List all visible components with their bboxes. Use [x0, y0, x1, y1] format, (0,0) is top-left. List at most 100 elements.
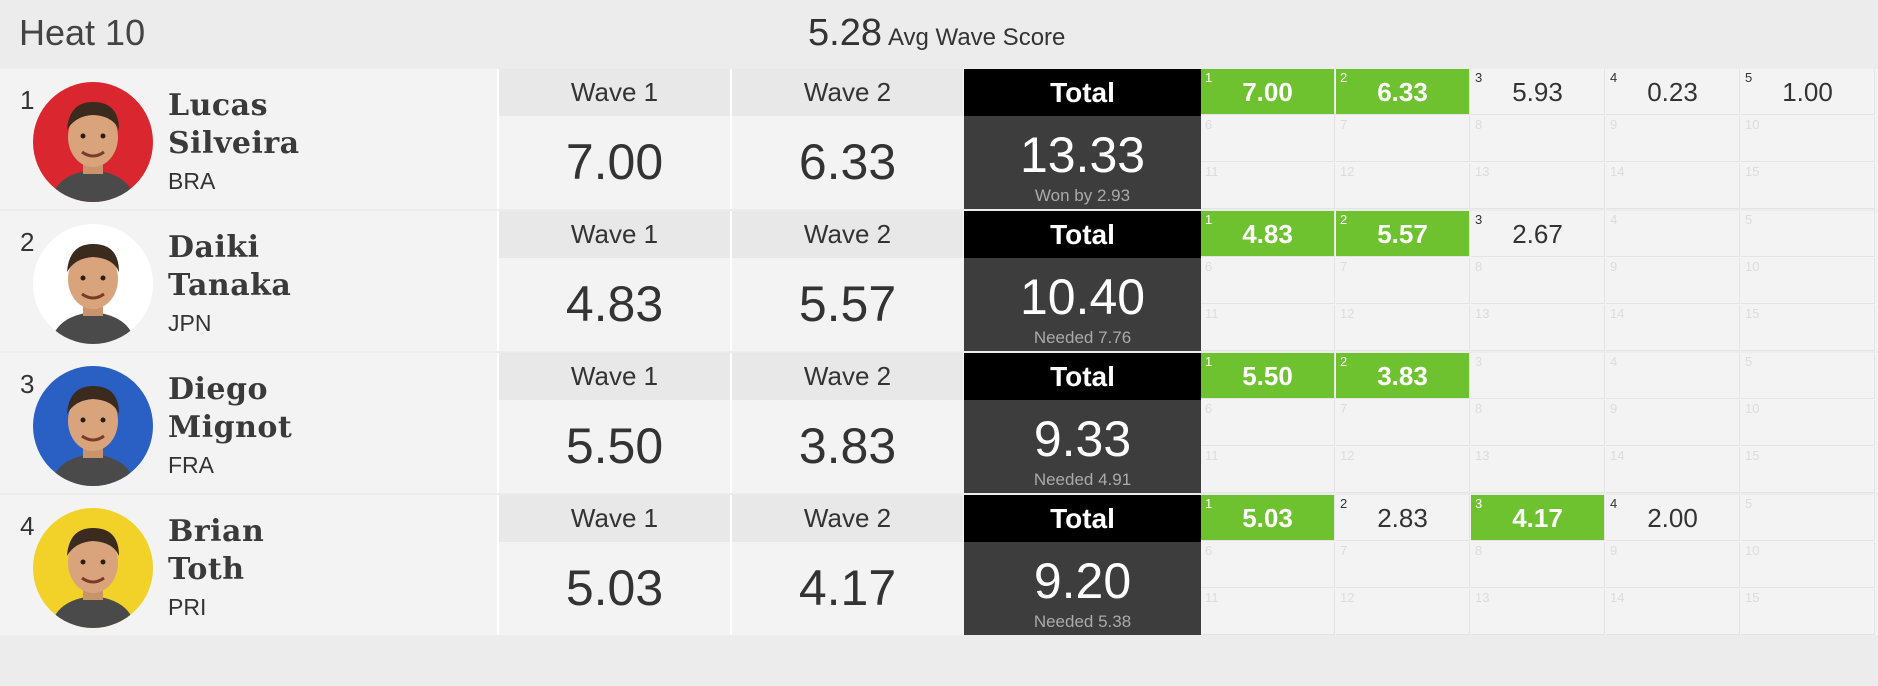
- wave-cell-empty: 4: [1606, 211, 1740, 257]
- surfer-row[interactable]: 2 Daiki Tanaka JPN Wave 1 4.83 Wave 2 5.57 Total…: [0, 211, 1878, 351]
- wave-1-header: Wave 1: [499, 69, 730, 116]
- avatar: [33, 82, 153, 202]
- surfer-first-name: Daiki: [168, 230, 260, 265]
- surfer-portrait-icon: [33, 82, 153, 202]
- wave-cell[interactable]: 3 4.17: [1471, 495, 1605, 541]
- wave-cell-score: 0.23: [1647, 77, 1698, 107]
- wave-number: 1: [1205, 70, 1213, 85]
- wave-1-column: Wave 1 5.03: [499, 495, 732, 635]
- wave-2-header: Wave 2: [732, 353, 963, 400]
- wave-cell-empty: 6: [1201, 116, 1335, 162]
- wave-grid: 1 7.00 2 6.33 3 5.93 4 0.23 5 1.00 6 7 8 9 10 11 12 13 14 1…: [1201, 69, 1878, 209]
- wave-cell[interactable]: 3 2.67: [1471, 211, 1605, 257]
- wave-number: 7: [1340, 543, 1348, 558]
- wave-number: 1: [1205, 212, 1213, 227]
- wave-cell-empty: 5: [1741, 211, 1875, 257]
- avg-wave-score-value: 5.28: [808, 12, 882, 54]
- surfer-last-name: Mignot: [168, 410, 293, 445]
- surfer-country: PRI: [168, 594, 207, 620]
- wave-cell[interactable]: 4 2.00: [1606, 495, 1740, 541]
- surfer-country: FRA: [168, 452, 214, 478]
- wave-cell[interactable]: 2 2.83: [1336, 495, 1470, 541]
- total-note: Won by 2.93: [1034, 186, 1131, 205]
- wave-cell-score: 4.17: [1512, 503, 1563, 533]
- wave-number: 2: [1340, 496, 1348, 511]
- wave-number: 9: [1610, 117, 1618, 132]
- wave-1-header: Wave 1: [499, 495, 730, 542]
- wave-cell-empty: 14: [1606, 163, 1740, 209]
- wave-number: 6: [1205, 259, 1213, 274]
- wave-number: 13: [1475, 306, 1490, 321]
- rank: 2: [20, 227, 35, 257]
- wave-number: 10: [1745, 117, 1760, 132]
- wave-cell[interactable]: 3 5.93: [1471, 69, 1605, 115]
- wave-cell-empty: 14: [1606, 305, 1740, 351]
- wave-number: 15: [1745, 590, 1760, 605]
- wave-1-header: Wave 1: [499, 353, 730, 400]
- wave-cell-empty: 4: [1606, 353, 1740, 399]
- wave-cell-empty: 3: [1471, 353, 1605, 399]
- wave-number: 6: [1205, 543, 1213, 558]
- wave-cell-score: 5.93: [1512, 77, 1563, 107]
- wave-number: 5: [1745, 70, 1753, 85]
- wave-number: 1: [1205, 354, 1213, 369]
- wave-cell-empty: 12: [1336, 163, 1470, 209]
- wave-cell-empty: 14: [1606, 589, 1740, 635]
- wave-cell-empty: 15: [1741, 589, 1875, 635]
- surfer-portrait-icon: [33, 224, 153, 344]
- wave-cell[interactable]: 1 5.50: [1201, 353, 1335, 399]
- wave-cell-empty: 8: [1471, 116, 1605, 162]
- wave-number: 5: [1745, 354, 1753, 369]
- surfer-row[interactable]: 3 Diego Mignot FRA Wave 1 5.50 Wave 2 3.83 Total…: [0, 353, 1878, 493]
- surfer-portrait-icon: [33, 508, 153, 628]
- wave-number: 7: [1340, 117, 1348, 132]
- wave-number: 4: [1610, 354, 1618, 369]
- surfer-info: 2 Daiki Tanaka JPN: [0, 211, 499, 351]
- wave-cell-score: 2.00: [1647, 503, 1698, 533]
- wave-cell[interactable]: 2 5.57: [1336, 211, 1470, 257]
- wave-cell-empty: 10: [1741, 258, 1875, 304]
- total-column: Total 10.40 Needed 7.76: [964, 211, 1201, 351]
- wave-1-score: 5.50: [565, 418, 664, 474]
- wave-number: 2: [1340, 70, 1348, 85]
- wave-cell-empty: 7: [1336, 400, 1470, 446]
- heat-title: Heat 10: [19, 12, 146, 53]
- wave-cell[interactable]: 2 3.83: [1336, 353, 1470, 399]
- wave-number: 2: [1340, 354, 1348, 369]
- wave-cell[interactable]: 5 1.00: [1741, 69, 1875, 115]
- surfer-first-name: Brian: [168, 514, 265, 549]
- rank: 1: [20, 85, 35, 115]
- footer-area: [0, 637, 1878, 686]
- surfer-row[interactable]: 1 Lucas Silveira BRA Wave 1 7.00 Wave 2 6.33 Tot…: [0, 69, 1878, 209]
- wave-cell[interactable]: 1 5.03: [1201, 495, 1335, 541]
- wave-cell[interactable]: 2 6.33: [1336, 69, 1470, 115]
- wave-cell-empty: 6: [1201, 258, 1335, 304]
- surfer-country: JPN: [168, 310, 212, 336]
- wave-cell-empty: 15: [1741, 163, 1875, 209]
- wave-number: 5: [1745, 496, 1753, 511]
- wave-number: 6: [1205, 401, 1213, 416]
- wave-cell-score: 5.57: [1377, 219, 1428, 249]
- wave-number: 12: [1340, 306, 1355, 321]
- surfer-name: Brian Toth: [168, 513, 264, 589]
- wave-cell[interactable]: 4 0.23: [1606, 69, 1740, 115]
- surfer-name: Daiki Tanaka: [168, 229, 291, 305]
- wave-number: 14: [1610, 164, 1625, 179]
- surfer-row[interactable]: 4 Brian Toth PRI Wave 1 5.03 Wave 2 4.17 Total 9.…: [0, 495, 1878, 635]
- surfer-last-name: Silveira: [168, 126, 300, 161]
- total-header: Total: [964, 353, 1201, 400]
- total-score: 9.33: [1033, 411, 1132, 467]
- wave-cell-empty: 14: [1606, 447, 1740, 493]
- avg-wave-score: 5.28 Avg Wave Score: [808, 12, 1065, 55]
- total-column: Total 13.33 Won by 2.93: [964, 69, 1201, 209]
- surfer-info: 4 Brian Toth PRI: [0, 495, 499, 635]
- wave-2-header: Wave 2: [732, 211, 963, 258]
- wave-cell[interactable]: 1 7.00: [1201, 69, 1335, 115]
- wave-number: 10: [1745, 259, 1760, 274]
- wave-number: 12: [1340, 164, 1355, 179]
- wave-2-header: Wave 2: [732, 69, 963, 116]
- wave-cell[interactable]: 1 4.83: [1201, 211, 1335, 257]
- avg-wave-score-label: Avg Wave Score: [887, 24, 1066, 51]
- wave-2-score: 4.17: [798, 560, 897, 616]
- wave-1-column: Wave 1 4.83: [499, 211, 732, 351]
